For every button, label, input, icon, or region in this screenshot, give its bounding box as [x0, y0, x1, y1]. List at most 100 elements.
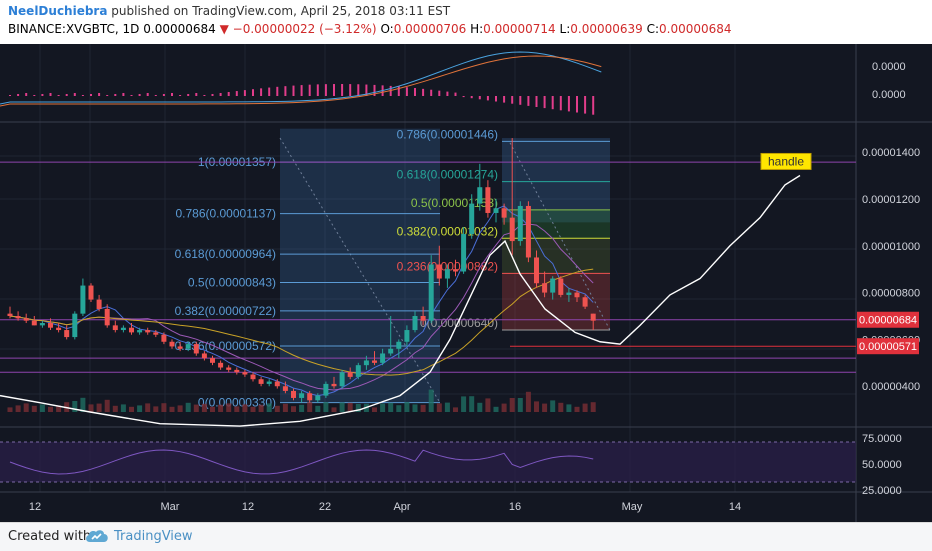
- fib-right-trend: [509, 142, 611, 331]
- volume-bar: [104, 399, 110, 412]
- candle-body: [161, 334, 167, 342]
- candle-body: [120, 327, 126, 331]
- candle-body: [420, 316, 426, 321]
- macd-histogram-bar: [138, 94, 141, 96]
- publish-info: published on TradingView.com, April 25, …: [111, 4, 451, 18]
- author-link[interactable]: NeelDuchiebra: [8, 4, 108, 18]
- candle-body: [56, 327, 62, 331]
- fib-left-trend: [279, 137, 441, 403]
- candle-body: [307, 393, 313, 401]
- chart-grid: [0, 44, 932, 522]
- fib-left-box: [280, 128, 440, 403]
- macd-histogram-bar: [154, 95, 157, 96]
- candle-body: [234, 369, 240, 373]
- candle-body: [129, 327, 134, 333]
- price-axis-label: 0.00001200: [862, 194, 920, 206]
- macd-histogram-bar: [252, 89, 254, 96]
- candle-body: [7, 313, 13, 316]
- volume-bar: [274, 405, 280, 412]
- fib-right-box-red: [502, 273, 610, 331]
- macd-histogram-bar: [33, 95, 36, 96]
- symbol-name: BINANCE:XVGBTC, 1D: [8, 22, 140, 36]
- publish-line: NeelDuchiebra published on TradingView.c…: [8, 4, 450, 18]
- macd-histogram-bar: [292, 85, 295, 96]
- macd-histogram-bar: [454, 92, 457, 96]
- volume-bar: [534, 401, 539, 412]
- time-axis-label: 12: [242, 501, 254, 513]
- candle-body: [461, 234, 467, 272]
- volume-bar: [477, 402, 483, 412]
- open-value: 0.00000706: [393, 22, 467, 36]
- candle-body: [145, 330, 151, 333]
- candle-body: [15, 316, 21, 319]
- tradingview-link[interactable]: TradingView: [114, 529, 193, 544]
- volume-bar: [56, 405, 62, 412]
- volume-bar: [39, 404, 45, 412]
- candle-body: [323, 383, 329, 396]
- macd-histogram-bar: [422, 88, 425, 96]
- time-axis-label: 14: [729, 501, 741, 513]
- macd-histogram-bar: [333, 84, 335, 96]
- tradingview-cloud-icon[interactable]: [84, 528, 110, 544]
- handle-label: handle: [768, 154, 804, 168]
- macd-signal-line: [0, 55, 602, 107]
- axes: 0.00001400 0.00001200 0.00001000 0.00000800…: [29, 61, 920, 513]
- candle-body: [550, 278, 556, 293]
- candle-body: [96, 299, 102, 309]
- macd-histogram-bar: [430, 89, 433, 96]
- price-axis-label: 0.00000400: [862, 381, 920, 393]
- volume-bar: [469, 396, 475, 412]
- candle-body: [444, 269, 450, 279]
- handle-label-box: [760, 152, 812, 170]
- candle-body: [31, 320, 37, 326]
- volume-bar: [380, 403, 386, 412]
- price-chart[interactable]: 1(0.00001357)0.786(0.00001137)0.618(0.00…: [0, 44, 932, 522]
- macd-histogram-bar: [41, 94, 44, 96]
- macd-line: [0, 51, 602, 105]
- macd-histogram-bar: [98, 93, 101, 96]
- candle-body: [590, 313, 596, 321]
- macd-histogram-bar: [495, 96, 497, 102]
- candle-body: [582, 297, 588, 307]
- macd-axis-label: 0.0000: [872, 61, 906, 73]
- macd-histogram-bar: [114, 94, 117, 96]
- fib-left-label: 0.618(0.00000964): [175, 247, 276, 261]
- macd-histogram-bar: [162, 94, 165, 96]
- chart-header: NeelDuchiebra published on TradingView.c…: [0, 0, 932, 44]
- rsi-line: [9, 449, 594, 475]
- volume-bar: [210, 406, 215, 412]
- macd-histogram-bar: [130, 95, 133, 96]
- macd-histogram-bar: [73, 93, 76, 96]
- volume-bar: [517, 398, 523, 412]
- volume-bar: [453, 407, 458, 412]
- candle-body: [250, 374, 256, 380]
- candle-body: [501, 208, 507, 218]
- macd-histogram-bar: [551, 96, 554, 110]
- macd-histogram-bar: [316, 84, 319, 96]
- macd-histogram-bar: [90, 94, 92, 96]
- volume-bar: [145, 403, 151, 412]
- high-label: H:: [470, 22, 484, 36]
- volume-bar: [234, 406, 240, 412]
- volume-bar: [372, 407, 377, 412]
- volume-bar: [412, 404, 418, 412]
- time-axis-label: 16: [509, 501, 521, 513]
- candle-body: [485, 187, 491, 213]
- down-arrow-icon: ▼: [219, 22, 229, 36]
- macd-histogram-bar: [171, 93, 173, 96]
- volume-bar: [582, 403, 588, 412]
- volume-bar: [315, 405, 321, 412]
- macd-histogram-bar: [122, 93, 125, 96]
- macd-histogram-bar: [300, 85, 303, 96]
- price-axis-label: 0.00001400: [862, 147, 920, 159]
- macd-histogram-bar: [284, 86, 287, 96]
- volume-bar: [282, 403, 288, 412]
- volume-bar: [299, 404, 305, 412]
- close-label: C:: [646, 22, 660, 36]
- volume-bar: [525, 391, 531, 412]
- candle-body: [193, 344, 199, 354]
- candle-body: [542, 283, 548, 293]
- volume-bar: [242, 404, 248, 412]
- volume-bar: [72, 401, 78, 412]
- macd-histogram-bar: [567, 96, 570, 112]
